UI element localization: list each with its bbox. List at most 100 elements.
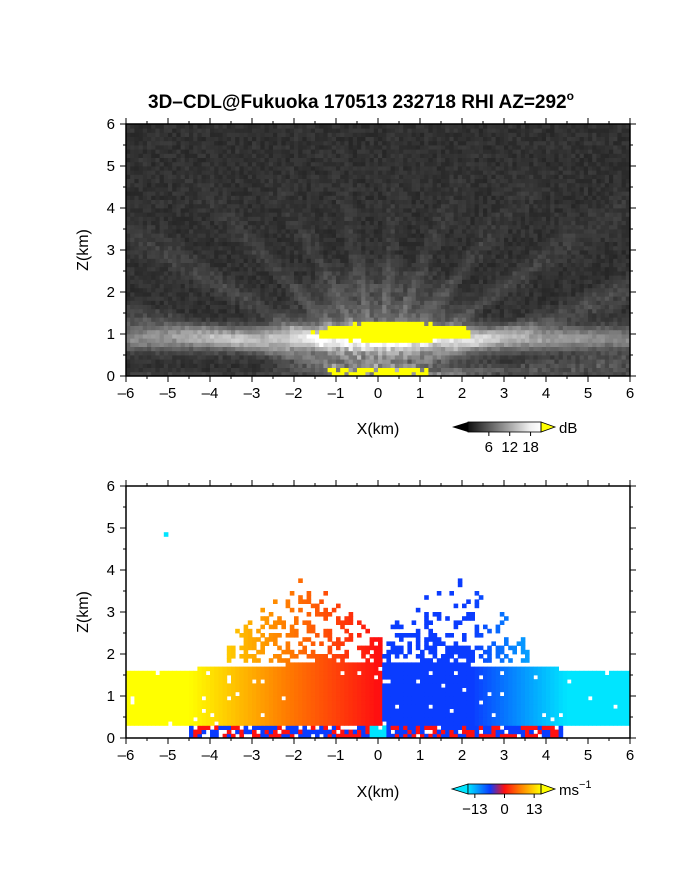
reflectivity-cell [222,199,228,205]
reflectivity-cell [273,338,278,343]
reflectivity-cell [621,266,627,272]
reflectivity-cell [319,334,324,339]
reflectivity-cell [306,308,312,314]
reflectivity-cell [525,350,530,356]
reflectivity-cell [344,313,349,318]
reflectivity-cell [520,224,526,230]
reflectivity-cell [609,237,614,242]
reflectivity-cell [562,334,568,339]
reflectivity-cell [361,237,366,242]
reflectivity-cell [298,355,303,360]
reflectivity-cell [621,350,627,356]
reflectivity-cell [411,212,417,217]
reflectivity-cell [130,350,135,356]
reflectivity-cell [441,233,446,238]
reflectivity-cell [344,262,349,268]
reflectivity-cell [420,275,425,280]
reflectivity-cell [214,325,219,331]
reflectivity-cell [428,250,433,255]
reflectivity-cell [369,266,375,272]
reflectivity-cell [504,203,509,209]
reflectivity-cell [319,266,324,272]
reflectivity-cell [579,367,585,373]
reflectivity-cell [520,342,526,347]
reflectivity-cell [239,262,244,268]
reflectivity-cell [273,212,278,217]
reflectivity-cell [529,350,534,356]
reflectivity-cell [369,262,375,268]
reflectivity-cell [386,367,391,373]
reflectivity-cell [554,275,559,280]
reflectivity-cell [516,245,522,251]
reflectivity-cell [415,334,421,339]
reflectivity-cell [508,212,513,217]
reflectivity-cell [453,283,459,289]
reflectivity-cell [205,258,211,263]
reflectivity-cell [474,304,480,310]
reflectivity-cell [436,237,442,242]
reflectivity-cell [567,367,572,373]
reflectivity-cell [163,220,169,226]
reflectivity-cell [373,325,379,331]
reflectivity-cell [533,325,538,331]
reflectivity-cell [554,208,559,213]
reflectivity-cell [483,334,488,339]
reflectivity-cell [512,266,517,272]
reflectivity-cell [214,199,219,205]
reflectivity-cell [382,363,387,368]
reflectivity-cell [273,317,278,322]
reflectivity-cell [260,208,265,213]
reflectivity-cell [583,233,589,238]
reflectivity-cell [495,250,501,255]
reflectivity-cell [281,220,286,226]
reflectivity-cell [155,241,160,247]
reflectivity-cell [529,216,534,221]
reflectivity-cell [277,313,282,318]
reflectivity-cell [445,203,450,209]
reflectivity-cell [462,275,467,280]
reflectivity-cell [243,279,249,284]
reflectivity-cell [449,329,454,335]
reflectivity-cell [357,329,362,335]
reflectivity-cell [596,237,601,242]
reflectivity-cell [201,266,207,272]
reflectivity-cell [306,212,312,217]
reflectivity-cell [625,241,630,247]
reflectivity-cell [319,321,324,326]
reflectivity-cell [478,216,484,221]
reflectivity-cell [571,371,576,376]
reflectivity-cell [462,254,467,259]
reflectivity-cell [445,241,450,247]
reflectivity-cell [159,342,165,347]
reflectivity-cell [352,334,358,339]
reflectivity-cell [445,317,450,322]
reflectivity-cell [441,258,446,263]
reflectivity-cell [470,313,475,318]
reflectivity-cell [252,329,257,335]
reflectivity-cell [550,262,555,268]
reflectivity-cell [424,279,429,284]
reflectivity-cell [499,359,505,364]
reflectivity-cell [546,296,551,301]
reflectivity-cell [499,367,505,373]
reflectivity-cell [189,359,194,364]
reflectivity-cell [529,229,534,234]
reflectivity-cell [336,254,341,259]
reflectivity-cell [151,350,156,356]
reflectivity-cell [424,245,429,251]
reflectivity-cell [176,321,181,326]
reflectivity-cell [554,296,559,301]
reflectivity-cell [306,363,312,368]
reflectivity-cell [588,359,593,364]
reflectivity-cell [394,342,400,347]
reflectivity-cell [537,296,543,301]
reflectivity-cell [226,199,232,205]
reflectivity-cell [138,271,144,276]
reflectivity-cell [344,334,349,339]
reflectivity-cell [550,350,555,356]
reflectivity-cell [592,212,597,217]
reflectivity-cell [403,208,408,213]
reflectivity-cell [424,317,429,322]
reflectivity-cell [218,271,223,276]
reflectivity-cell [201,367,207,373]
